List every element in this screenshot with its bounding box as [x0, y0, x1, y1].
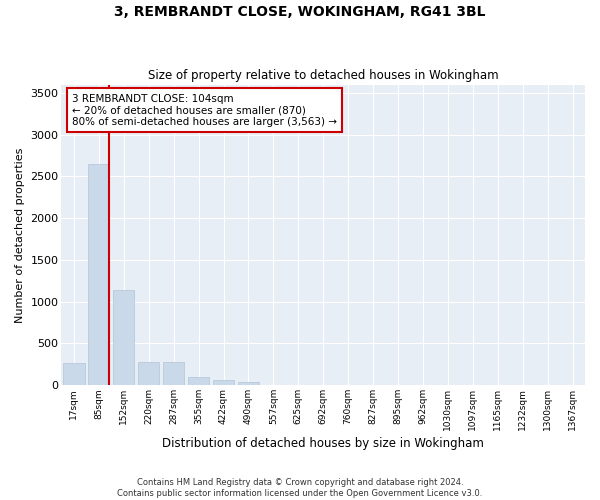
Bar	[188, 377, 209, 385]
Text: Contains HM Land Registry data © Crown copyright and database right 2024.
Contai: Contains HM Land Registry data © Crown c…	[118, 478, 482, 498]
Title: Size of property relative to detached houses in Wokingham: Size of property relative to detached ho…	[148, 69, 499, 82]
Bar	[138, 362, 160, 385]
Y-axis label: Number of detached properties: Number of detached properties	[15, 147, 25, 322]
Bar	[213, 380, 234, 385]
X-axis label: Distribution of detached houses by size in Wokingham: Distribution of detached houses by size …	[162, 437, 484, 450]
Bar	[88, 164, 109, 385]
Text: 3 REMBRANDT CLOSE: 104sqm
← 20% of detached houses are smaller (870)
80% of semi: 3 REMBRANDT CLOSE: 104sqm ← 20% of detac…	[72, 94, 337, 127]
Text: 3, REMBRANDT CLOSE, WOKINGHAM, RG41 3BL: 3, REMBRANDT CLOSE, WOKINGHAM, RG41 3BL	[114, 5, 486, 19]
Bar	[238, 382, 259, 385]
Bar	[163, 362, 184, 385]
Bar	[113, 290, 134, 385]
Bar	[64, 362, 85, 385]
